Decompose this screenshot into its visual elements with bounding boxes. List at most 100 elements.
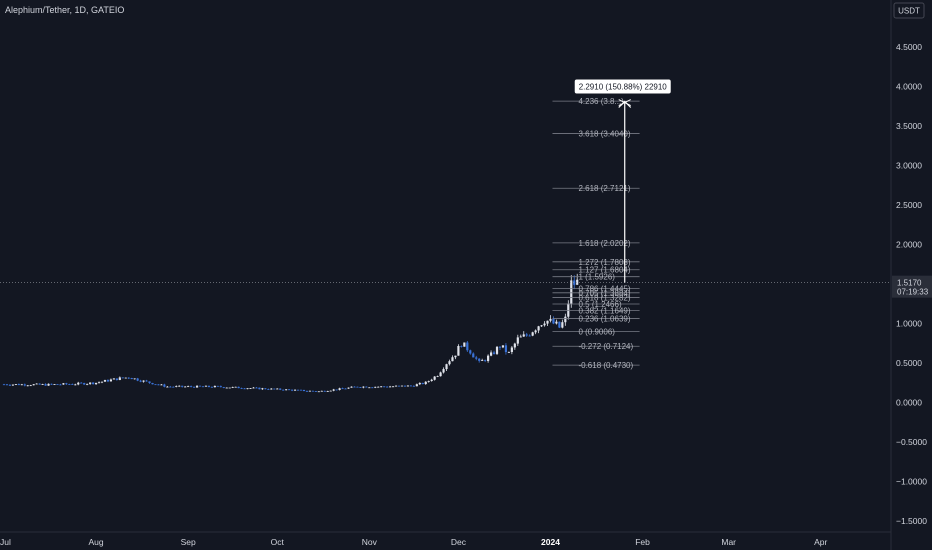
candle-body (338, 388, 341, 390)
candle-body (65, 383, 68, 385)
candle-body (561, 322, 564, 328)
measure-cross-b (618, 99, 631, 106)
candle-body (549, 318, 552, 321)
candle-body (142, 380, 145, 382)
plot-area[interactable]: 4.236 (3.8...) 3.618 (3.4040) 2.618 (2.712… (0, 79, 891, 393)
candle-body (409, 385, 412, 387)
candle-body (570, 280, 573, 304)
candle-body (23, 384, 26, 386)
candle-body (115, 378, 118, 380)
candle-body (163, 384, 166, 387)
candle-body (492, 352, 496, 354)
candle-body (83, 383, 86, 385)
candle-body (172, 386, 175, 388)
candle-body (528, 335, 531, 337)
currency-badge[interactable]: USDT (893, 2, 925, 19)
measure-arrowhead (618, 100, 632, 108)
candle-body (213, 385, 216, 388)
candle-body (507, 351, 510, 353)
y-tick-label: 2.5000 (896, 200, 922, 210)
candle-body (290, 389, 294, 391)
candle-body (80, 382, 83, 384)
candle-body (436, 376, 439, 378)
measure-label-box (574, 79, 671, 94)
fib-level-label: 3.618 (3.4040) (578, 130, 630, 139)
candle-body (285, 389, 288, 391)
candle-body (451, 357, 454, 362)
candle-body (412, 385, 415, 387)
candle-body (314, 391, 317, 392)
x-tick-label: Nov (362, 537, 378, 547)
candle-body (38, 383, 41, 385)
candle-body (139, 380, 142, 382)
candle-body (68, 384, 71, 385)
fib-level-label: 1 (1.5926) (578, 273, 615, 282)
candle-body (47, 383, 50, 386)
candle-body (487, 355, 490, 361)
candle-body (258, 387, 261, 390)
time-axis[interactable]: Jul Aug Sep Oct Nov Dec 2024 Feb Mar Apr (0, 537, 828, 547)
candle-body (495, 346, 499, 354)
candle-body (543, 323, 546, 326)
candle-body (109, 379, 113, 382)
candle-body (552, 318, 555, 324)
candle-body (397, 385, 401, 387)
candle-body (293, 389, 297, 391)
candle-body (11, 384, 15, 386)
x-tick-label: Dec (451, 537, 467, 547)
candle-body (35, 383, 38, 385)
candle-body (374, 386, 377, 388)
fib-level-label: 0.236 (1.0639) (578, 314, 630, 323)
candle-body (89, 382, 92, 384)
candle-body (504, 345, 508, 353)
candle-body (424, 381, 427, 385)
candle-body (537, 326, 540, 331)
candle-body (531, 332, 534, 336)
candle-body (198, 385, 202, 387)
candle-body (320, 390, 323, 392)
currency-badge-frame (893, 2, 925, 19)
candle-body (457, 345, 460, 356)
candle-body (299, 389, 303, 391)
candle-body (204, 385, 208, 387)
candle-body (555, 321, 558, 324)
candle-body (522, 334, 525, 337)
candle-body (56, 384, 59, 385)
candle-body (59, 384, 62, 386)
y-tick-label: 4.0000 (896, 82, 922, 92)
fib-level-label: 0.382 (1.1649) (578, 306, 630, 315)
price-axis[interactable]: 4.50004.00003.50003.00002.50002.00001.50… (892, 42, 932, 526)
fib-level-label: 0.705 (1.3884) (578, 289, 630, 298)
last-price-countdown: 07:19:33 (897, 288, 929, 297)
candle-body (130, 378, 133, 380)
candle-body (276, 388, 279, 390)
candle-body (463, 342, 466, 347)
measure-label: 2.2910 (150.88%) 22910 (579, 83, 668, 92)
candle-body (71, 384, 74, 386)
candle-body (267, 389, 270, 390)
candle-body (231, 386, 234, 388)
candle-body (350, 386, 353, 388)
candle-body (326, 391, 329, 392)
candle-body (454, 355, 457, 358)
candle-body (210, 386, 213, 388)
fib-level-label: 4.236 (3.8...) (578, 97, 624, 106)
x-tick-label: Mar (721, 537, 736, 547)
candle-body (255, 387, 258, 389)
candle-body (406, 385, 410, 387)
candle-body (77, 382, 80, 385)
candle-body (26, 385, 29, 387)
y-tick-label: 3.5000 (896, 121, 922, 131)
candle-body (383, 386, 386, 388)
candle-body (353, 386, 356, 388)
candle-body (341, 388, 344, 390)
candle-body (302, 389, 306, 392)
candle-body (166, 386, 169, 388)
candle-body (169, 386, 172, 388)
candle-body (124, 377, 127, 379)
x-tick-label: Oct (271, 537, 285, 547)
currency-label: USDT (898, 7, 920, 16)
candle-body (86, 383, 89, 385)
candle-body (288, 389, 291, 391)
